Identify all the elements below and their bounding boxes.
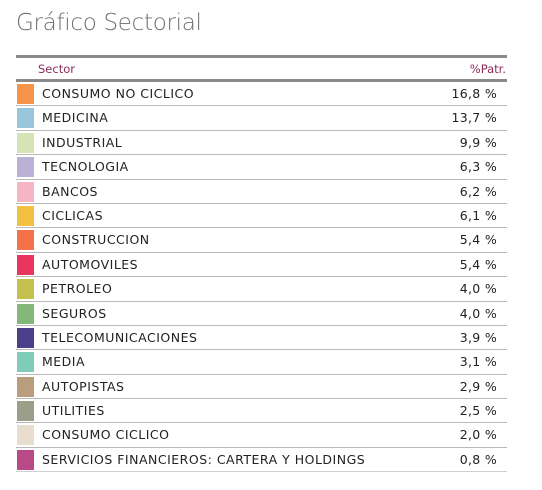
color-swatch [17, 279, 34, 300]
sector-value: 4,0 % [459, 305, 497, 321]
sector-label: INDUSTRIAL [42, 134, 123, 150]
table-row: PETROLEO 4,0 % [16, 277, 507, 302]
column-header-pct: %Patr. [469, 62, 506, 76]
table-row: TELECOMUNICACIONES 3,9 % [16, 326, 507, 351]
sector-value: 2,0 % [459, 427, 497, 443]
sector-value: 4,0 % [459, 281, 497, 297]
sector-label: CONSTRUCCION [42, 232, 150, 248]
color-swatch [17, 254, 34, 275]
sector-value: 0,8 % [459, 451, 497, 467]
table-row: TECNOLOGIA 6,3 % [16, 155, 507, 180]
sector-value: 16,8 % [451, 86, 497, 101]
sector-label: MEDICINA [42, 110, 109, 126]
sector-label: AUTOPISTAS [42, 378, 125, 394]
table-row: CICLICAS 6,1 % [16, 204, 507, 229]
sector-label: SEGUROS [42, 305, 107, 321]
color-swatch [17, 376, 34, 397]
table-row: BANCOS 6,2 % [16, 180, 507, 204]
sector-value: 6,2 % [459, 183, 497, 199]
sector-label: TECNOLOGIA [42, 159, 129, 175]
color-swatch [17, 108, 34, 129]
sector-label: PETROLEO [42, 281, 113, 297]
color-swatch [17, 181, 34, 202]
table-row: CONSUMO CICLICO 2,0 % [16, 423, 507, 448]
table-row: INDUSTRIAL 9,9 % [16, 131, 507, 156]
header-bottom-divider [16, 79, 507, 82]
sector-label: UTILITIES [42, 403, 105, 419]
color-swatch [17, 303, 34, 324]
table-row: AUTOMOVILES 5,4 % [16, 253, 507, 278]
color-swatch [17, 327, 34, 348]
sector-value: 13,7 % [451, 110, 497, 126]
color-swatch [17, 449, 34, 470]
table-row: SERVICIOS FINANCIEROS: CARTERA Y HOLDING… [16, 448, 507, 473]
sector-label: CONSUMO CICLICO [42, 427, 170, 443]
page-title: Gráfico Sectorial [16, 10, 202, 36]
table-row: MEDICINA 13,7 % [16, 106, 507, 131]
color-swatch [17, 401, 34, 422]
sector-value: 3,9 % [459, 329, 497, 345]
color-swatch [17, 132, 34, 153]
color-swatch [17, 157, 34, 178]
sector-value: 6,3 % [459, 159, 497, 175]
sector-value: 9,9 % [459, 134, 497, 150]
color-swatch [17, 230, 34, 251]
color-swatch [17, 425, 34, 446]
table-row: UTILITIES 2,5 % [16, 399, 507, 424]
table-row: AUTOPISTAS 2,9 % [16, 375, 507, 400]
sector-label: MEDIA [42, 354, 86, 370]
sector-label: CONSUMO NO CICLICO [42, 86, 195, 101]
color-swatch [17, 205, 34, 226]
column-header-sector: Sector [38, 62, 75, 76]
header-top-divider [16, 55, 507, 58]
sector-label: AUTOMOVILES [42, 256, 139, 272]
sector-label: BANCOS [42, 183, 98, 199]
color-swatch [17, 84, 34, 104]
sector-label: SERVICIOS FINANCIEROS: CARTERA Y HOLDING… [42, 451, 366, 467]
table-row: CONSUMO NO CICLICO 16,8 % [16, 82, 507, 107]
color-swatch [17, 352, 34, 373]
sector-value: 5,4 % [459, 232, 497, 248]
sector-label: TELECOMUNICACIONES [42, 329, 198, 345]
sector-label: CICLICAS [42, 207, 104, 223]
sector-value: 6,1 % [459, 207, 497, 223]
sector-value: 5,4 % [459, 256, 497, 272]
sector-value: 3,1 % [459, 354, 497, 370]
sector-table: CONSUMO NO CICLICO 16,8 % MEDICINA 13,7 % IN… [16, 82, 507, 473]
table-row: SEGUROS 4,0 % [16, 302, 507, 326]
table-row: CONSTRUCCION 5,4 % [16, 228, 507, 253]
sector-value: 2,9 % [459, 378, 497, 394]
sector-value: 2,5 % [459, 403, 497, 419]
table-row: MEDIA 3,1 % [16, 350, 507, 375]
